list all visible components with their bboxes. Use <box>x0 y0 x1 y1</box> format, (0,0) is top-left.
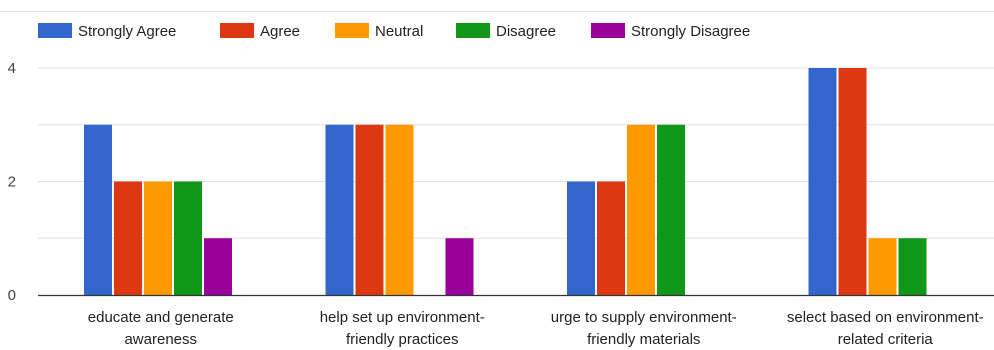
bar <box>808 68 837 295</box>
legend-label: Strongly Agree <box>78 23 176 40</box>
y-tick-label: 2 <box>8 174 16 191</box>
bar <box>174 181 202 295</box>
x-category-label: help set up environment- <box>320 309 485 326</box>
y-tick-label: 4 <box>8 60 16 77</box>
legend-item: Neutral <box>335 23 423 40</box>
y-axis-ticks: 0 2 4 <box>8 60 16 304</box>
x-category-label: related criteria <box>838 331 934 348</box>
bar <box>325 124 354 295</box>
legend-item: Agree <box>220 23 300 40</box>
bar <box>657 124 685 295</box>
x-category-label: educate and generate <box>88 309 234 326</box>
bar <box>355 124 384 295</box>
bar <box>144 181 172 295</box>
legend-swatch <box>220 23 254 38</box>
legend-item: Disagree <box>456 23 556 40</box>
bar <box>838 68 867 295</box>
legend-swatch <box>591 23 625 38</box>
x-category-label: friendly materials <box>587 331 700 348</box>
bar <box>627 124 655 295</box>
x-axis-categories: educate and generate awareness help set up… <box>88 309 984 348</box>
legend-swatch <box>335 23 369 38</box>
x-category-label: awareness <box>124 331 197 348</box>
bar <box>868 238 897 295</box>
x-category-label: select based on environment- <box>787 309 984 326</box>
legend-label: Strongly Disagree <box>631 23 750 40</box>
legend-label: Disagree <box>496 23 556 40</box>
legend-swatch <box>38 23 72 38</box>
bar <box>567 181 595 295</box>
legend: Strongly Agree Agree Neutral Disagree Strong… <box>38 23 750 40</box>
legend-label: Neutral <box>375 23 423 40</box>
bar <box>445 238 474 295</box>
x-category-label: friendly practices <box>346 331 459 348</box>
legend-item: Strongly Disagree <box>591 23 750 40</box>
bar <box>597 181 625 295</box>
bar <box>204 238 232 295</box>
bar <box>114 181 142 295</box>
bar <box>385 124 414 295</box>
bars <box>84 68 927 295</box>
legend-swatch <box>456 23 490 38</box>
x-category-label: urge to supply environment- <box>551 309 737 326</box>
legend-item: Strongly Agree <box>38 23 176 40</box>
y-tick-label: 0 <box>8 287 16 304</box>
bar <box>898 238 927 295</box>
legend-label: Agree <box>260 23 300 40</box>
bar <box>84 124 112 295</box>
